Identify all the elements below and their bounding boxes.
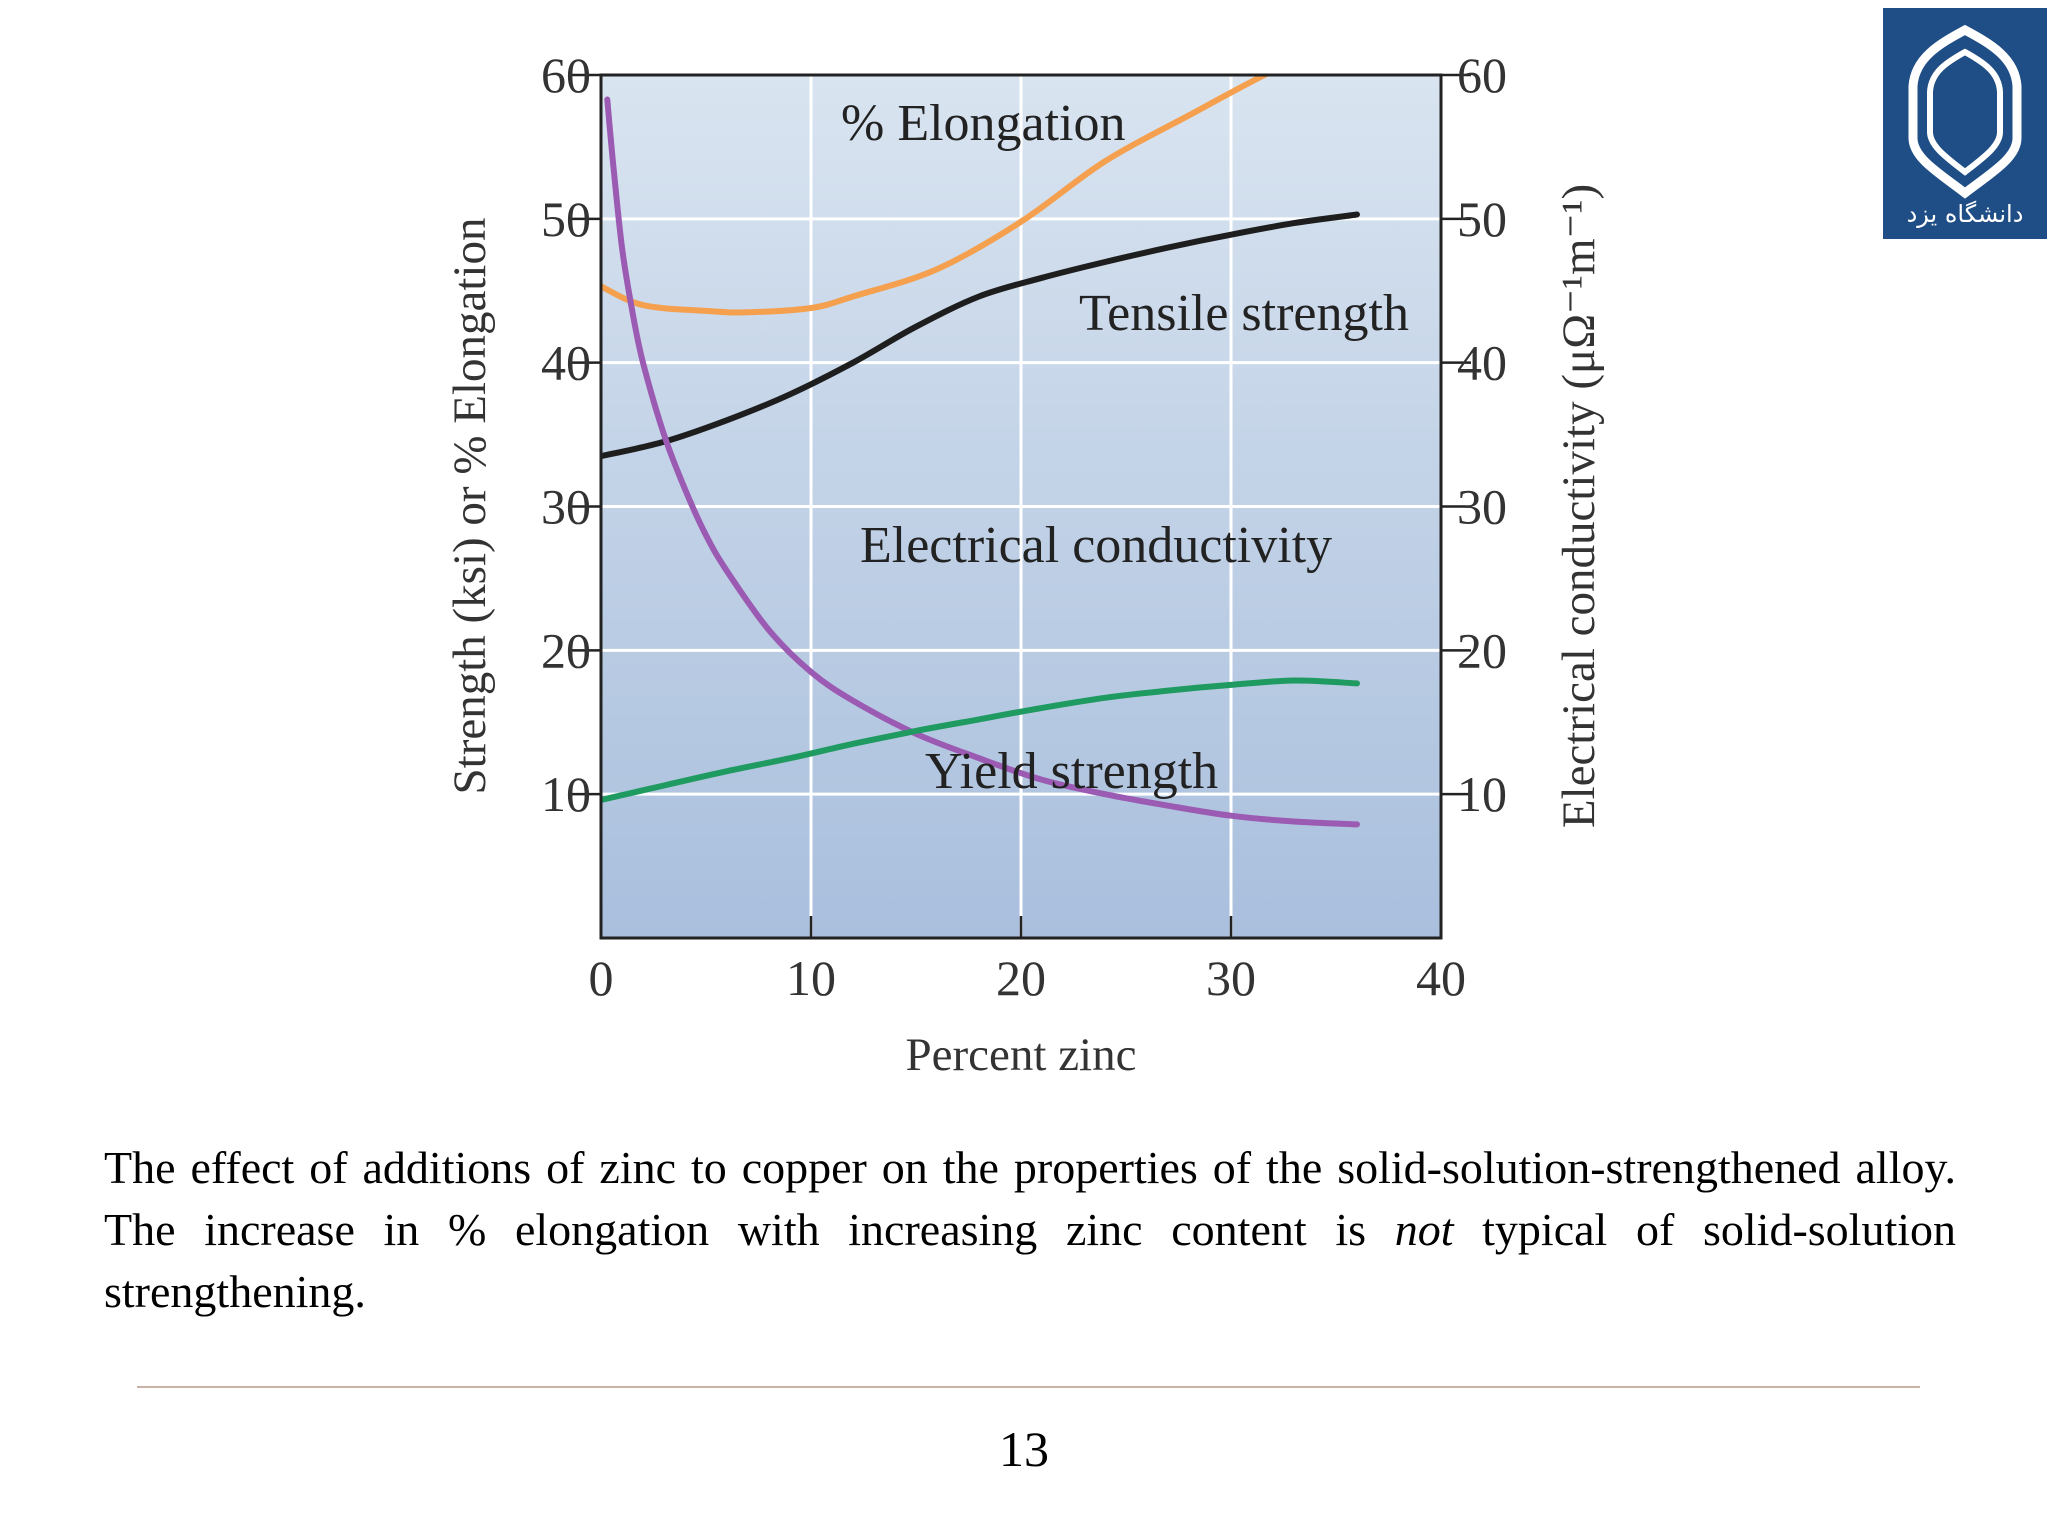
y-tick-label-right: 20 [1457,622,1507,678]
property-chart: 10 20 30 40 50 60 10 20 30 40 50 60 0 10 20 30 40 % Elon… [444,47,1605,1081]
curves [601,75,1360,828]
y-tick-label-right: 10 [1457,766,1507,822]
y-axis-title-left: Strength (ksi) or % Elongation [444,218,496,795]
y-tick-label-right: 50 [1457,191,1507,247]
footer-divider [137,1386,1920,1388]
figure-caption: The effect of additions of zinc to coppe… [104,1137,1956,1323]
y-tick-label-right: 30 [1457,479,1507,535]
x-tick-label: 30 [1206,950,1256,1006]
series-line-tensile-strength [601,211,1360,460]
page-number: 13 [999,1421,1049,1477]
caption-text-1: The effect of additions of zinc to coppe… [104,1142,1956,1255]
y-tick-label-left: 10 [541,766,591,822]
curve-label-electrical-conductivity: Electrical conductivity [860,517,1332,574]
x-tick-label: 20 [996,950,1046,1006]
series-line-yield-strength [601,677,1360,803]
y-axis-title-right: Electrical conductivity (μΩ⁻¹m⁻¹) [1553,184,1605,828]
caption-text-2: typical of solid-solution strengthening. [104,1204,1956,1317]
curve-label-tensile-strength: Tensile strength [1079,285,1409,342]
y-tick-label-left: 50 [541,191,591,247]
axis-ticks: 10 20 30 40 50 60 10 20 30 40 50 60 0 10 20 30 40 [541,47,1507,1006]
x-tick-label: 40 [1416,950,1466,1006]
series-line-elongation [601,75,1272,316]
caption-emphasis: not [1394,1204,1454,1255]
y-tick-label-left: 30 [541,479,591,535]
y-tick-label-left: 20 [541,622,591,678]
y-tick-label-right: 60 [1457,47,1507,103]
x-tick-label: 0 [589,950,614,1006]
y-tick-label-right: 40 [1457,335,1507,391]
x-axis-title: Percent zinc [906,1029,1137,1081]
x-tick-label: 10 [786,950,836,1006]
series-line-electrical-conductivity [604,96,1360,828]
y-tick-label-left: 40 [541,335,591,391]
y-tick-label-left: 60 [541,47,591,103]
curve-label-elongation: % Elongation [841,95,1126,152]
university-logo: دانشگاه یزد [1883,8,2047,239]
university-emblem-icon: دانشگاه یزد [1907,24,2024,228]
curve-label-yield-strength: Yield strength [925,743,1218,800]
svg-text:دانشگاه یزد: دانشگاه یزد [1907,200,2024,228]
